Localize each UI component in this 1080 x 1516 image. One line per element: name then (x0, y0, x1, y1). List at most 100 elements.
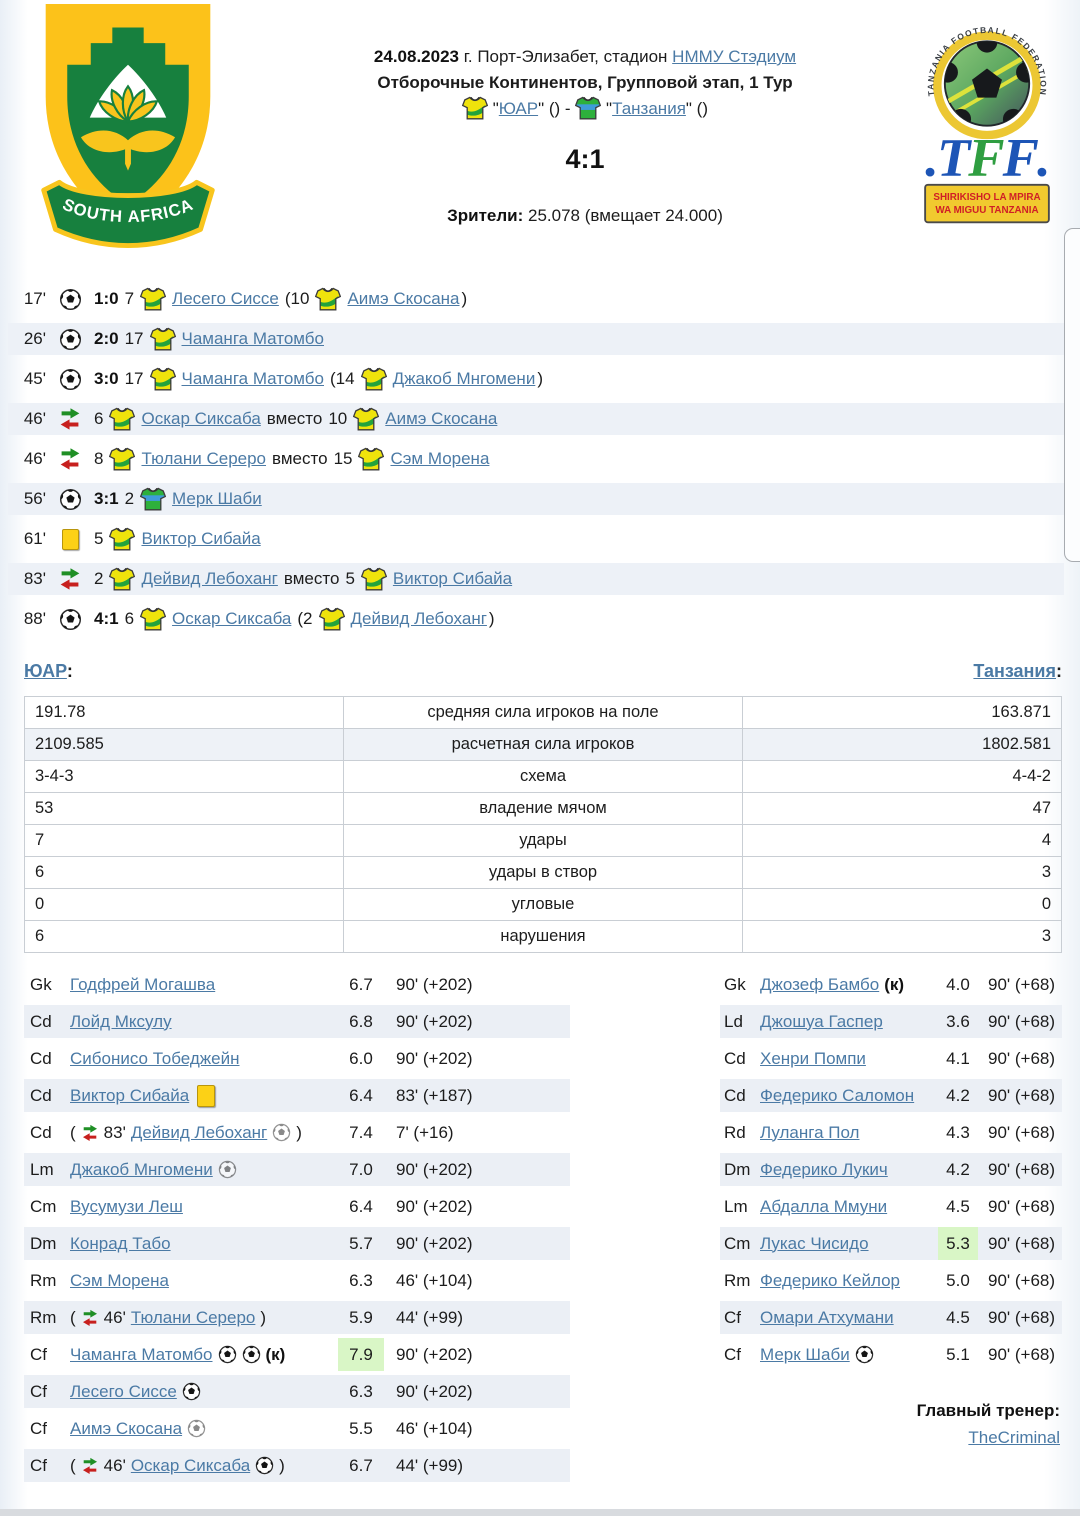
player-link[interactable]: Омари Атхумани (760, 1307, 894, 1327)
player-link[interactable]: Сибонисо Тобеджейн (70, 1048, 240, 1068)
assist-ball-icon (272, 1123, 291, 1142)
player-link[interactable]: Вусумузи Леш (70, 1196, 183, 1216)
player-link[interactable]: Дейвид Лебоханг (350, 609, 487, 628)
player-link[interactable]: Лукас Чисидо (760, 1233, 869, 1253)
stat-row: 6 удары в створ 3 (23, 856, 1063, 889)
player-link[interactable]: Чаманга Матомбо (181, 329, 325, 348)
assist-open: (2 (297, 609, 313, 628)
substitution-arrows-icon (60, 408, 80, 430)
stadium-link[interactable]: НММУ Стэдиум (672, 47, 797, 66)
substitution-label: вместо (272, 449, 328, 468)
stat-label: угловые (343, 888, 743, 921)
player-link[interactable]: Федерико Кейлор (760, 1270, 901, 1290)
player-link[interactable]: Виктор Сибайа (70, 1085, 190, 1105)
player-link[interactable]: Джошуа Гаспер (760, 1011, 883, 1031)
competition-line: Отборочные Континентов, Групповой этап, … (377, 72, 793, 92)
stat-home-value: 7 (23, 824, 345, 857)
player-link[interactable]: Аимэ Скосана (385, 409, 498, 428)
player-minutes: 90' (+68) (988, 1011, 1056, 1031)
player-minutes: 90' (+202) (396, 1381, 473, 1401)
player-link[interactable]: Джакоб Мнгомени (392, 369, 536, 388)
player-minutes: 90' (+68) (988, 1233, 1056, 1253)
player-link[interactable]: Оскар Сиксаба (141, 409, 261, 428)
player-position: Cm (30, 1196, 57, 1216)
player-link[interactable]: Лойд Мксулу (70, 1011, 172, 1031)
player-rating: 6.7 (349, 1456, 373, 1475)
home-team-shirt-icon (140, 607, 166, 631)
sub-close-paren: ) (279, 1455, 285, 1475)
player-minutes: 44' (+99) (396, 1307, 464, 1327)
player-link[interactable]: Годфрей Могашва (70, 974, 216, 994)
player-name-cell: Чаманга Матомбо (к) (70, 1345, 338, 1365)
home-team-stats-link[interactable]: ЮАР (24, 661, 67, 681)
player-link[interactable]: Аимэ Скосана (70, 1418, 183, 1438)
player-link[interactable]: Джозеф Бамбо (760, 974, 880, 994)
home-team-shirt-icon (150, 367, 176, 391)
event-type-icon (46, 608, 94, 631)
player-link[interactable]: Джакоб Мнгомени (70, 1159, 213, 1179)
substitution-arrows-icon (82, 1124, 97, 1141)
lineup-row: Cm Вусумузи Леш 6.4 90' (+202) (24, 1190, 570, 1223)
lineup-row: Cf Чаманга Матомбо (к) 7.9 90' (+202) (24, 1338, 570, 1371)
player-link[interactable]: Аимэ Скосана (347, 289, 460, 308)
player-link[interactable]: Лесего Сиссе (70, 1381, 177, 1401)
goal-ball-icon (255, 1456, 274, 1475)
substitution-label: вместо (283, 569, 340, 588)
goal-ball-icon (218, 1345, 237, 1364)
player-link[interactable]: Чаманга Матомбо (70, 1344, 213, 1364)
player-link[interactable]: Дейвид Лебоханг (130, 1122, 268, 1142)
player-rating: 6.7 (349, 975, 373, 994)
player-link[interactable]: Мерк Шаби (172, 489, 262, 508)
player-link[interactable]: Луланга Пол (760, 1122, 860, 1142)
player-link[interactable]: Виктор Сибайа (141, 529, 261, 548)
lineup-row: Cf Мерк Шаби 5.1 90' (+68) (720, 1338, 1062, 1371)
player-link[interactable]: Тюлани Сереро (130, 1307, 256, 1327)
player-position: Cd (30, 1085, 52, 1105)
home-close: " () (538, 99, 561, 118)
player-name-cell: Аимэ Скосана (70, 1419, 338, 1439)
player-link[interactable]: Абдалла Ммуни (760, 1196, 888, 1216)
player-link[interactable]: Мерк Шаби (760, 1344, 850, 1364)
sub-open-paren: ( (70, 1122, 76, 1142)
away-team-link[interactable]: Танзания (612, 99, 686, 118)
player-link[interactable]: Лесего Сиссе (172, 289, 279, 308)
home-team-link[interactable]: ЮАР (498, 99, 539, 118)
away-close: " () (685, 99, 708, 118)
stat-home-value: 0 (23, 888, 345, 921)
attendance-label: Зрители: (447, 206, 524, 225)
stat-home-value: 53 (23, 792, 345, 825)
player-link[interactable]: Конрад Табо (70, 1233, 171, 1253)
player-link[interactable]: Федерико Саломон (760, 1085, 915, 1105)
player-position: Dm (30, 1233, 57, 1253)
goal-ball-icon (182, 1382, 201, 1401)
stat-label: схема (343, 760, 743, 793)
player-number: 6 (124, 609, 135, 628)
home-team-shirt-icon (358, 447, 384, 471)
event-type-icon (46, 288, 94, 311)
player-link[interactable]: Тюлани Сереро (141, 449, 267, 468)
vertical-scrollbar-thumb[interactable] (1064, 228, 1080, 562)
player-minutes: 90' (+68) (988, 1085, 1056, 1105)
lineup-row: Rm (46' Тюлани Сереро) 5.9 44' (+99) (24, 1301, 570, 1334)
player-link[interactable]: Виктор Сибайа (392, 569, 513, 588)
player-link[interactable]: Оскар Сиксаба (130, 1455, 251, 1475)
event-type-icon (46, 567, 94, 591)
player-link[interactable]: Чаманга Матомбо (181, 369, 325, 388)
coach-link[interactable]: TheCriminal (968, 1428, 1060, 1448)
event-row: 46' 8 Тюлани Сереро вместо 15 Сэм Морена (8, 443, 1064, 475)
home-team-shirt-icon (353, 407, 379, 431)
player-number: 17 (124, 329, 144, 348)
player-link[interactable]: Сэм Морена (390, 449, 490, 468)
player-link[interactable]: Оскар Сиксаба (172, 609, 292, 628)
tff-letters: .TFF. (925, 127, 1049, 187)
running-score: 1:0 (94, 289, 119, 308)
player-link[interactable]: Сэм Морена (70, 1270, 169, 1290)
player-link[interactable]: Дейвид Лебоханг (141, 569, 278, 588)
quote: " (492, 99, 499, 118)
player-position: Lm (30, 1159, 54, 1179)
player-link[interactable]: Федерико Лукич (760, 1159, 888, 1179)
away-team-stats-link[interactable]: Танзания (973, 661, 1056, 681)
lineup-row: Gk Джозеф Бамбо (к) 4.0 90' (+68) (720, 968, 1062, 1001)
goal-ball-icon (59, 328, 82, 351)
player-link[interactable]: Хенри Помпи (760, 1048, 866, 1068)
